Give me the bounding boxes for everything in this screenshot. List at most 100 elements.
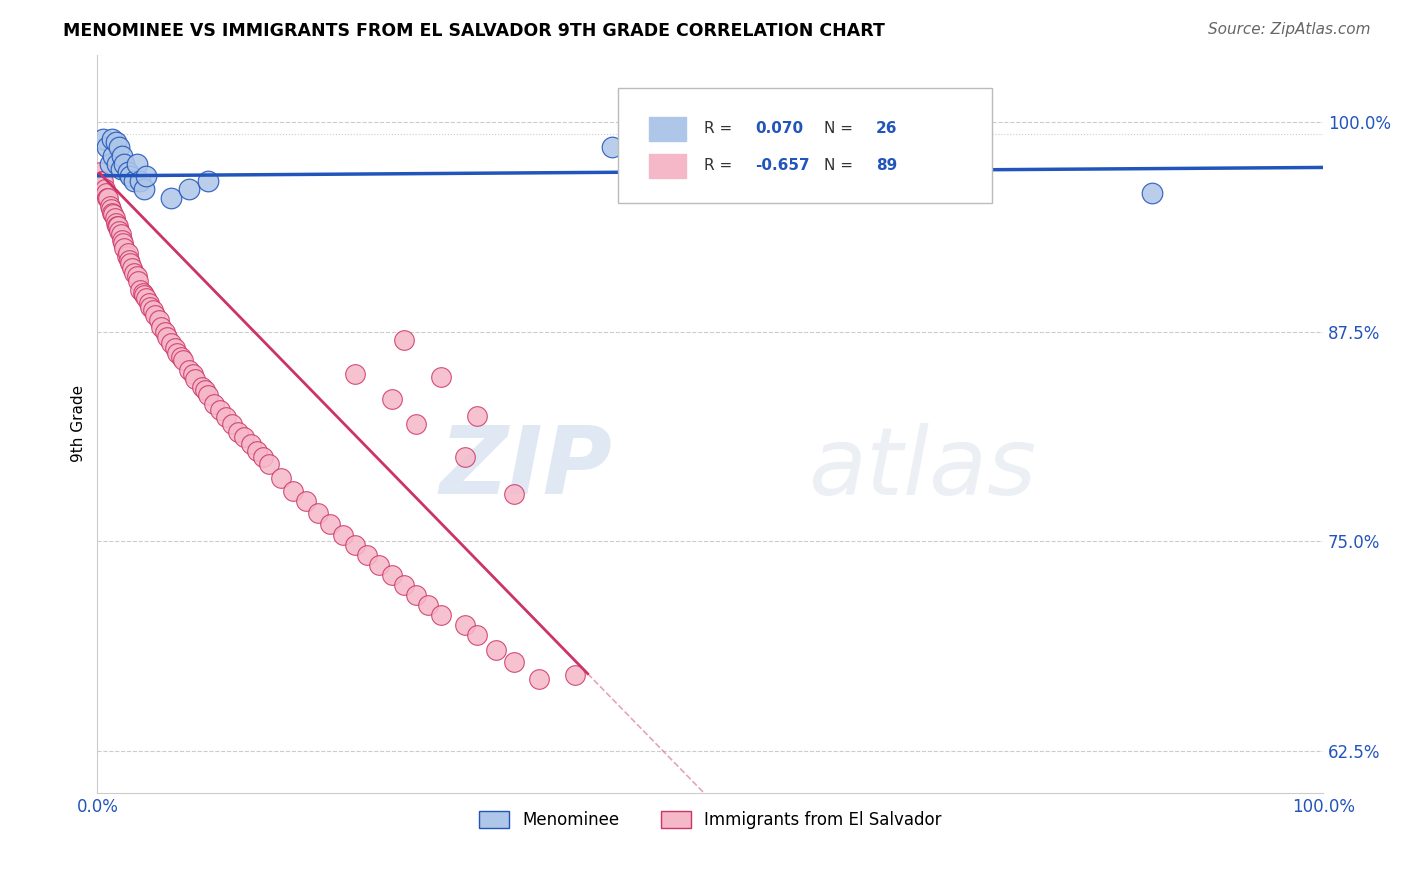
Point (208, 403, 231, 417)
Text: R =: R = (704, 158, 737, 173)
Point (797, 174, 820, 188)
Text: -0.657: -0.657 (755, 158, 810, 173)
Point (380, 567, 402, 582)
FancyBboxPatch shape (619, 88, 993, 202)
Text: MENOMINEE VS IMMIGRANTS FROM EL SALVADOR 9TH GRADE CORRELATION CHART: MENOMINEE VS IMMIGRANTS FROM EL SALVADOR… (63, 22, 886, 40)
Point (139, 300, 162, 314)
Point (104, 136, 127, 150)
Point (104, 216, 127, 230)
Point (111, 233, 134, 247)
Point (392, 578, 415, 592)
Point (97, 191, 120, 205)
Point (115, 249, 138, 263)
Point (257, 457, 280, 471)
Point (233, 430, 256, 444)
Point (194, 384, 217, 398)
Point (112, 157, 135, 171)
Point (467, 409, 489, 423)
Point (503, 655, 526, 669)
Point (110, 162, 132, 177)
Point (120, 256, 142, 270)
Text: N =: N = (824, 158, 858, 173)
Point (332, 527, 354, 541)
Point (429, 370, 451, 384)
Point (96, 140, 118, 154)
Point (467, 628, 489, 642)
Point (131, 286, 153, 301)
Point (160, 191, 183, 205)
Point (239, 437, 262, 451)
Point (122, 174, 145, 188)
Point (1140, 186, 1163, 200)
Point (190, 380, 212, 394)
Point (94, 186, 117, 200)
Point (215, 410, 238, 425)
Point (150, 319, 173, 334)
Point (319, 517, 342, 532)
Point (98, 199, 121, 213)
Point (969, 182, 991, 196)
Point (138, 296, 160, 310)
Text: R =: R = (704, 121, 737, 136)
Text: ZIP: ZIP (439, 422, 612, 514)
Point (163, 342, 186, 356)
Point (170, 350, 193, 364)
Point (156, 330, 179, 344)
Text: 89: 89 (876, 158, 897, 173)
Point (226, 425, 249, 440)
Text: 26: 26 (876, 121, 897, 136)
Point (108, 224, 131, 238)
Point (294, 494, 316, 508)
Point (153, 325, 176, 339)
Point (179, 182, 201, 196)
Point (454, 450, 477, 465)
Text: atlas: atlas (808, 423, 1036, 514)
Point (160, 336, 183, 351)
Bar (650, 117, 686, 141)
Point (112, 241, 135, 255)
Point (405, 588, 427, 602)
Point (343, 538, 366, 552)
Point (117, 165, 139, 179)
Bar (650, 154, 686, 178)
Point (122, 266, 145, 280)
Point (527, 672, 550, 686)
Point (600, 140, 623, 154)
Point (107, 219, 129, 233)
Point (132, 288, 155, 302)
Point (283, 483, 305, 498)
Point (125, 269, 148, 284)
Point (380, 392, 402, 406)
Point (105, 157, 128, 171)
Point (197, 174, 219, 188)
Point (120, 169, 142, 183)
Point (129, 174, 152, 188)
Point (118, 252, 141, 267)
Point (103, 149, 125, 163)
Point (121, 260, 143, 275)
Point (143, 308, 166, 322)
Point (485, 643, 508, 657)
Point (103, 211, 125, 225)
Point (117, 246, 139, 260)
Point (132, 182, 155, 196)
Point (141, 302, 163, 317)
Point (89, 165, 111, 179)
Point (166, 346, 188, 360)
Text: N =: N = (824, 121, 858, 136)
Point (221, 417, 243, 431)
Point (129, 283, 152, 297)
Point (93, 182, 115, 196)
Point (100, 202, 122, 217)
Point (101, 205, 124, 219)
Y-axis label: 9th Grade: 9th Grade (72, 385, 86, 462)
Point (101, 132, 124, 146)
Point (179, 363, 201, 377)
Point (343, 367, 366, 381)
Point (307, 506, 329, 520)
Point (108, 140, 131, 154)
Point (429, 607, 451, 622)
Point (127, 274, 149, 288)
Point (184, 371, 207, 385)
Point (356, 548, 378, 562)
